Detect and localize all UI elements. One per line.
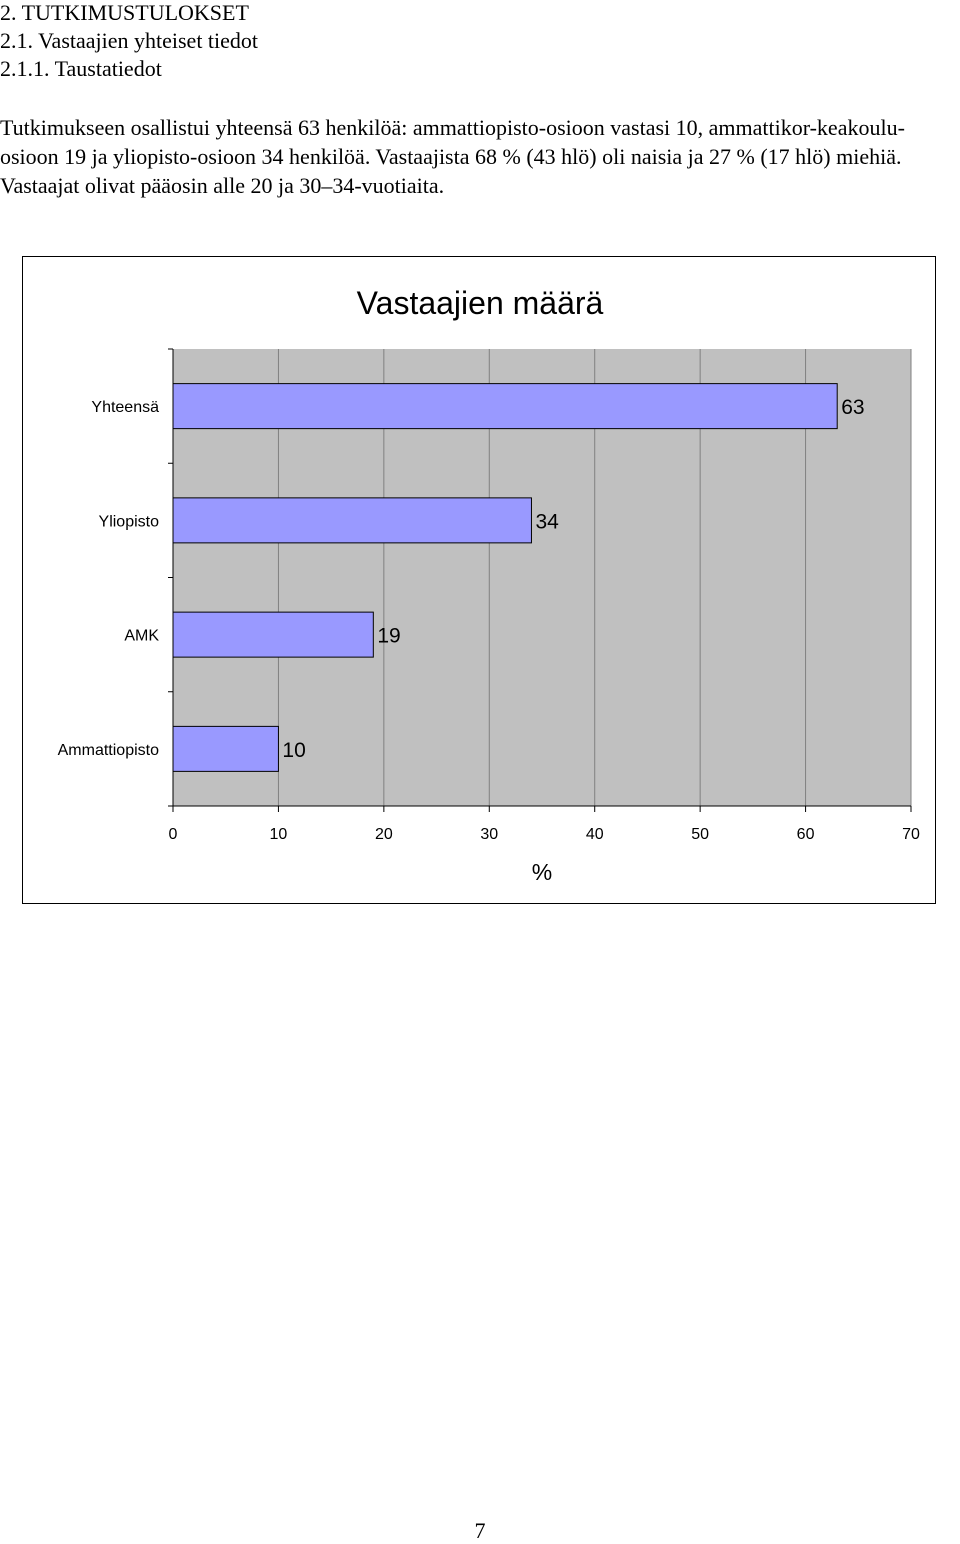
x-tick-label: 40 — [586, 826, 604, 843]
x-tick-label: 50 — [691, 826, 709, 843]
x-tick-label: 60 — [797, 826, 815, 843]
data-label: 34 — [535, 510, 559, 533]
category-label: Ammattiopisto — [58, 742, 159, 759]
data-label: 10 — [282, 739, 305, 762]
intro-paragraph: Tutkimukseen osallistui yhteensä 63 henk… — [0, 115, 905, 198]
data-label: 19 — [377, 625, 400, 648]
x-tick-label: 30 — [480, 826, 498, 843]
x-tick-label: 20 — [375, 826, 393, 843]
category-label: Yliopisto — [99, 513, 160, 530]
chart-title: Vastaajien määrä — [356, 285, 604, 321]
category-label: AMK — [124, 628, 159, 645]
x-tick-label: 70 — [902, 826, 920, 843]
data-label: 63 — [841, 396, 864, 419]
heading-level-1: 2. TUTKIMUSTULOKSET — [0, 0, 249, 25]
bar-ammattiopisto — [172, 725, 279, 772]
x-tick-label: 10 — [270, 826, 288, 843]
bar-yliopisto — [172, 497, 532, 544]
heading-level-3: 2.1.1. Taustatiedot — [0, 56, 162, 81]
category-label: Yhteensä — [91, 399, 159, 416]
x-tick-label: 0 — [169, 826, 178, 843]
bar-amk — [172, 611, 374, 658]
x-axis-label: % — [532, 859, 552, 885]
bar-yhteensä — [172, 383, 838, 430]
page-number: 7 — [474, 1518, 486, 1543]
heading-level-2: 2.1. Vastaajien yhteiset tiedot — [0, 28, 259, 53]
